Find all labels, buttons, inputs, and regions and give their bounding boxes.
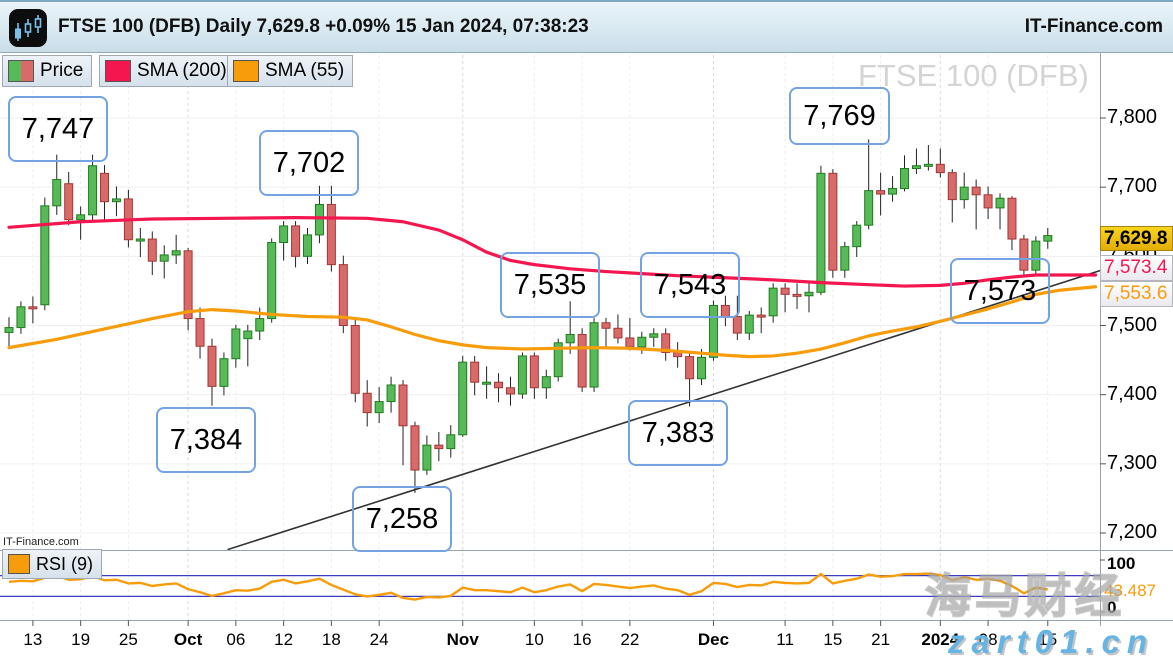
app-logo-candlestick-icon[interactable] [9, 9, 47, 47]
last-price-tag: 7,629.8 [1100, 226, 1173, 251]
price-swatch-icon [8, 60, 34, 82]
legend-rsi[interactable]: RSI (9) [2, 549, 103, 579]
sma55-swatch-icon [233, 60, 259, 82]
legend-price-label: Price [40, 60, 84, 81]
legend-price[interactable]: Price [2, 55, 93, 87]
legend-sma200[interactable]: SMA (200) [99, 55, 236, 87]
legend-sma55-label: SMA (55) [265, 60, 345, 81]
brand-link[interactable]: IT-Finance.com [1024, 16, 1163, 37]
site-watermark-small: IT-Finance.com [3, 536, 79, 548]
legend-sma55[interactable]: SMA (55) [227, 55, 354, 87]
legend-sma200-label: SMA (200) [137, 60, 227, 81]
cn-site-watermark: zart01.cn [948, 623, 1155, 660]
rsi-swatch-icon [8, 554, 30, 574]
chart-watermark: FTSE 100 (DFB) [858, 58, 1089, 93]
sma200-swatch-icon [105, 60, 131, 82]
rsi-axis-0: 0 [1107, 598, 1117, 617]
chart-title: FTSE 100 (DFB) Daily 7,629.8 +0.09% 15 J… [58, 16, 589, 37]
legend-rsi-label: RSI (9) [36, 553, 94, 574]
rsi-axis-100: 100 [1107, 554, 1136, 573]
sma200-value-tag: 7,573.4 [1100, 255, 1173, 281]
sma55-value-tag: 7,553.6 [1100, 281, 1173, 307]
title-bar: FTSE 100 (DFB) Daily 7,629.8 +0.09% 15 J… [0, 0, 1173, 53]
cn-watermark: 海马财经 [924, 569, 1125, 623]
rsi-current-value: 43.487 [1104, 581, 1156, 600]
